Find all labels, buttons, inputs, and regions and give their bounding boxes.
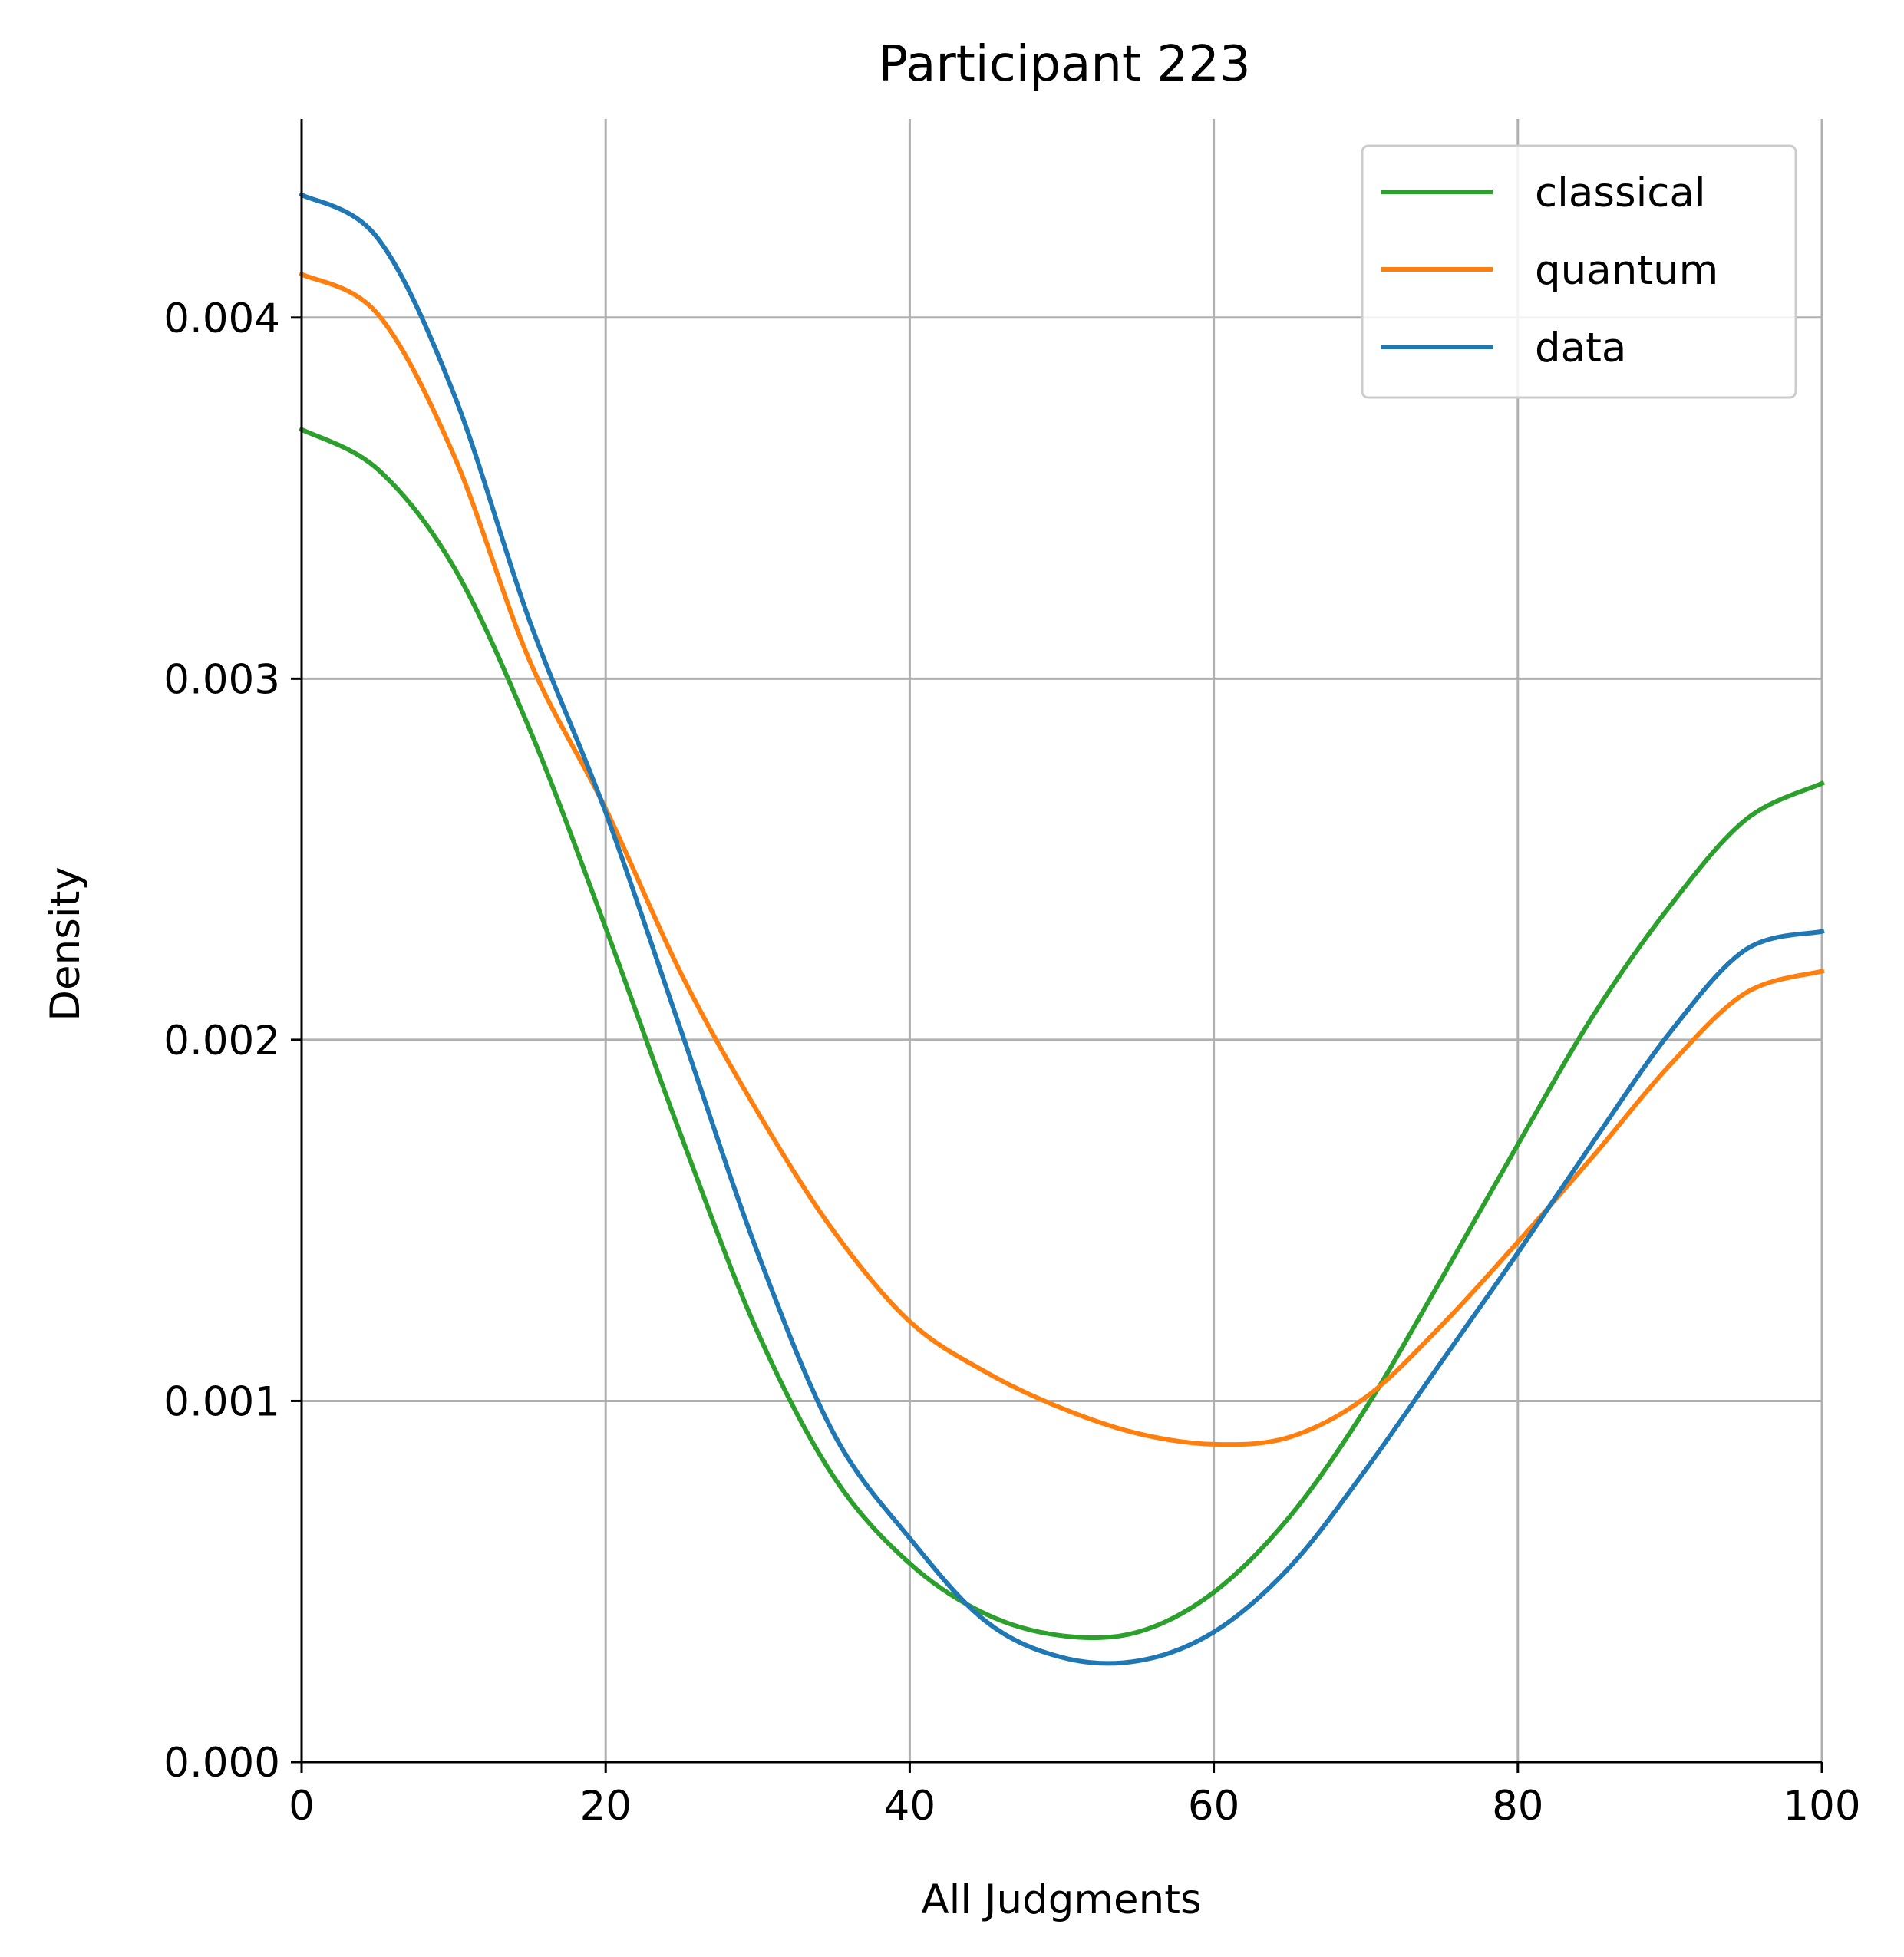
x-tick-label: 0 [289, 1783, 315, 1830]
x-tick-label: 40 [884, 1783, 936, 1830]
y-tick-label: 0.001 [163, 1378, 280, 1425]
y-tick-label: 0.004 [163, 295, 280, 342]
x-axis-label: All Judgments [921, 1876, 1201, 1923]
y-axis-label: Density [42, 866, 89, 1021]
series-line-data [298, 191, 1825, 1666]
legend: classical quantum data [1361, 144, 1797, 399]
x-tick-label: 20 [579, 1783, 631, 1830]
legend-label-classical: classical [1535, 170, 1706, 216]
x-axis-ticks: 0 20 40 60 80 100 [289, 1762, 1861, 1830]
x-tick-label: 80 [1492, 1783, 1543, 1830]
chart-title: Participant 223 [878, 36, 1250, 93]
legend-label-quantum: quantum [1535, 247, 1718, 294]
axes [300, 119, 1822, 1764]
series-line-classical [298, 426, 1826, 1641]
y-tick-label: 0.002 [163, 1018, 280, 1064]
x-tick-label: 100 [1783, 1783, 1860, 1830]
x-tick-label: 60 [1188, 1783, 1239, 1830]
y-axis-ticks: 0.000 0.001 0.002 0.003 0.004 [163, 295, 302, 1787]
legend-label-data: data [1535, 325, 1626, 371]
y-tick-label: 0.003 [163, 656, 280, 703]
y-tick-label: 0.000 [163, 1740, 280, 1787]
legend-frame [1361, 144, 1797, 399]
series-lines [298, 191, 1826, 1666]
